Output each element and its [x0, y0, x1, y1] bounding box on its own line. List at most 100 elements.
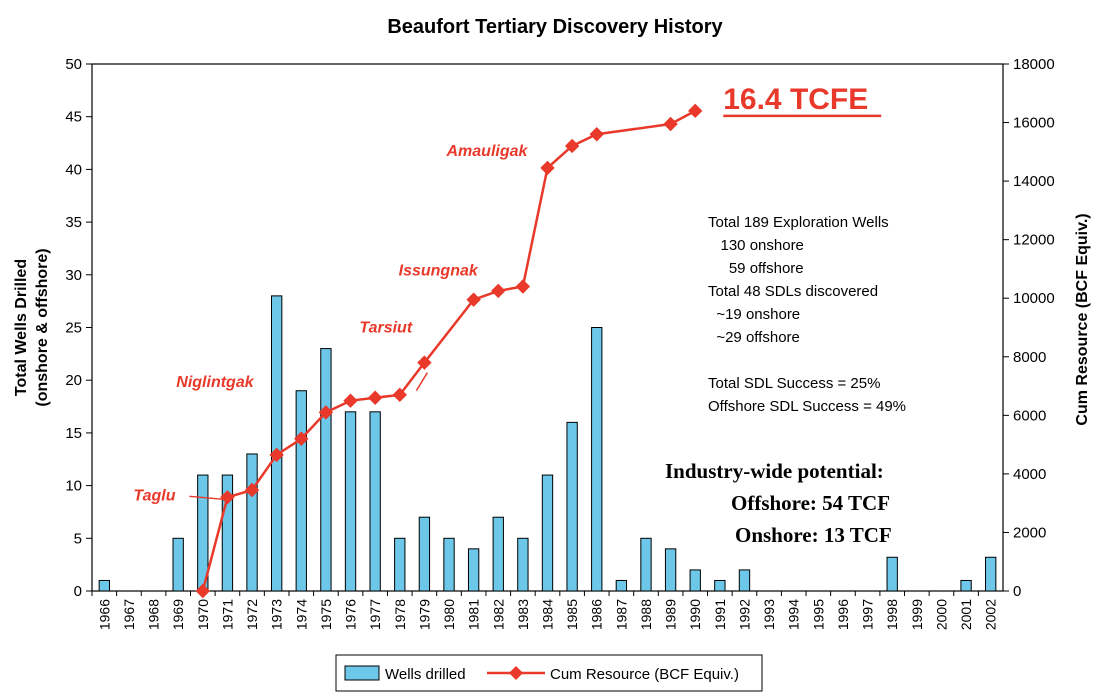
- bar: [98, 579, 110, 592]
- annotations: Taglu Niglintgak Tarsiut Issungnak Amauligak…: [133, 83, 882, 504]
- x-tick-label: 1970: [195, 599, 211, 630]
- bar: [886, 556, 898, 592]
- y2-tick-label: 12000: [1013, 232, 1055, 249]
- x-tick-label: 1983: [515, 599, 531, 630]
- x-tick-label: 1984: [540, 599, 556, 630]
- y2-tick-label: 4000: [1013, 466, 1046, 483]
- resource-point: [367, 390, 383, 405]
- resource-point: [195, 583, 211, 599]
- field-label: Niglintgak: [176, 374, 254, 391]
- x-tick-label: 2002: [983, 599, 999, 630]
- y2-tick-label: 2000: [1013, 524, 1046, 541]
- bar: [615, 579, 628, 592]
- bar: [221, 474, 234, 592]
- label-leader: [415, 372, 429, 392]
- resource-point: [417, 355, 432, 370]
- bar: [985, 556, 997, 592]
- y-tick-label: 15: [65, 425, 82, 442]
- y2-tick-label: 10000: [1013, 290, 1055, 307]
- y-tick-label: 30: [65, 267, 82, 284]
- resource-point: [515, 279, 531, 294]
- legend-swatch-bars: [344, 665, 380, 681]
- y-tick-label: 45: [65, 109, 82, 126]
- bar: [246, 453, 258, 592]
- x-tick-label: 1981: [466, 599, 482, 630]
- info-line: ~29 offshore: [708, 329, 800, 346]
- x-tick-label: 1980: [441, 599, 457, 630]
- resource-point: [392, 387, 407, 403]
- resource-point: [318, 405, 334, 420]
- bar: [467, 548, 480, 592]
- resource-line: [195, 103, 703, 599]
- chart-title: Beaufort Tertiary Discovery History: [387, 16, 723, 38]
- x-tick-label: 1994: [786, 599, 802, 630]
- x-tick-label: 1967: [121, 599, 137, 630]
- resource-point: [244, 482, 260, 498]
- y-tick-label: 25: [65, 320, 82, 337]
- y-tick-label: 10: [65, 478, 82, 495]
- bar: [295, 390, 307, 592]
- industry-potential: Industry-wide potential: Offshore: 54 TC…: [665, 455, 892, 551]
- axes: 0 5 10 15 20 25 30 35 40 45 50 0 2000 4000 6000 8000 100…: [13, 56, 1091, 630]
- x-tick-label: 2000: [933, 599, 949, 630]
- legend: Wells drilled Cum Resource (BCF Equiv.): [335, 654, 763, 692]
- resource-point: [688, 103, 703, 119]
- x-tick-label: 1989: [663, 599, 679, 630]
- bar: [344, 411, 357, 592]
- bar: [270, 295, 283, 592]
- info-line: [708, 349, 906, 372]
- x-tick-label: 1985: [564, 599, 580, 630]
- y-tick-label: 40: [65, 161, 82, 178]
- info-line: Total SDL Success = 25%: [708, 375, 881, 392]
- info-line: ~19 onshore: [708, 306, 801, 323]
- resource-point: [269, 447, 284, 463]
- field-label: Taglu: [133, 487, 175, 504]
- y2-tick-label: 6000: [1013, 407, 1046, 424]
- info-line: Total 189 Exploration Wells: [708, 214, 889, 231]
- x-tick-label: 1973: [269, 599, 285, 630]
- industry-heading: Industry-wide potential:: [665, 459, 884, 483]
- resource-point: [540, 160, 555, 176]
- info-box: Total 189 Exploration Wells 130 onshore …: [708, 211, 906, 418]
- y-tick-label: 0: [74, 583, 82, 600]
- field-label: Tarsiut: [359, 320, 412, 337]
- field-label: Amauligak: [446, 143, 529, 160]
- resource-point: [589, 127, 604, 142]
- x-tick-label: 1999: [909, 599, 925, 630]
- resource-point: [466, 292, 481, 307]
- x-tick-label: 1988: [638, 599, 654, 630]
- y2-tick-label: 8000: [1013, 349, 1046, 366]
- legend-swatch-marker: [509, 666, 523, 680]
- y-axis-label: Total Wells Drilled: [13, 259, 30, 396]
- bar: [640, 537, 652, 592]
- y-tick-label: 5: [74, 530, 82, 547]
- x-tick-label: 1990: [687, 599, 703, 630]
- resource-point: [491, 283, 506, 299]
- x-tick-label: 1996: [835, 599, 851, 630]
- x-tick-label: 1978: [392, 599, 408, 630]
- legend-label-line: Cum Resource (BCF Equiv.): [550, 666, 739, 683]
- x-tick-label: 1977: [367, 599, 383, 630]
- x-tick-label: 1968: [146, 599, 162, 630]
- y2-tick-label: 14000: [1013, 173, 1055, 190]
- y2-tick-label: 16000: [1013, 115, 1055, 132]
- bar: [714, 579, 726, 592]
- info-line: 59 offshore: [708, 260, 804, 277]
- x-tick-label: 1997: [860, 599, 876, 630]
- y-tick-label: 50: [65, 56, 82, 73]
- resource-point: [663, 116, 678, 132]
- bar: [492, 516, 504, 592]
- y-tick-label: 35: [65, 214, 82, 231]
- x-tick-label: 1995: [810, 599, 826, 630]
- industry-onshore: Onshore: 13 TCF: [735, 523, 892, 547]
- bar: [172, 537, 184, 592]
- bar: [541, 474, 554, 592]
- x-tick-label: 1991: [712, 599, 728, 630]
- y-tick-label: 20: [65, 372, 82, 389]
- bar: [517, 537, 529, 592]
- x-tick-label: 1979: [416, 599, 432, 630]
- y-axis-label: (onshore & offshore): [34, 248, 51, 406]
- x-tick-label: 1998: [884, 599, 900, 630]
- legend-label-bars: Wells drilled: [385, 666, 466, 683]
